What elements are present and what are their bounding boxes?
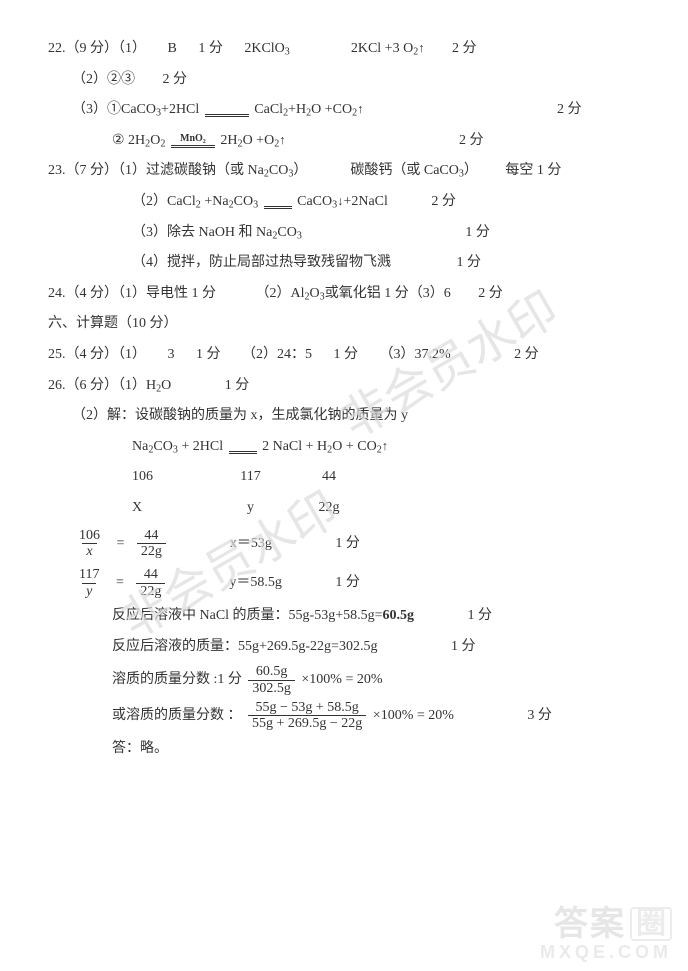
q22-2-score: 2 分 (163, 67, 188, 94)
sol-text: 反应后溶液的质量：55g+269.5g-22g=302.5g (112, 639, 377, 654)
q26-nacl-line: 反应后溶液中 NaCl 的质量：55g-53g+58.5g=60.5g 1 分 (112, 603, 640, 630)
q23-head: 23.（7 分）（1）过滤碳酸钠（或 Na2CO3） (48, 163, 307, 178)
frac1-result: x＝53g (230, 536, 272, 551)
q25-a1: 3 (168, 347, 175, 362)
q23-4-text: （4）搅拌，防止局部过热导致残留物飞溅 (132, 255, 391, 270)
q22-eq1b: 2KCl +3 O2↑ (351, 41, 425, 56)
fraction-icon: 117y (75, 567, 103, 599)
mf-text: 溶质的质量分数 :1 分 (112, 672, 242, 687)
q26-line2: （2）解：设碳酸钠的质量为 x，生成氯化钠的质量为 y (72, 403, 640, 430)
q22-ans1: B (168, 41, 177, 56)
q25-p3: （3）37.2% (380, 347, 451, 362)
q25-s2: 1 分 (334, 347, 359, 362)
q25-s3: 2 分 (514, 342, 539, 369)
nacl-text: 反应后溶液中 NaCl 的质量：55g-53g+58.5g= (112, 608, 383, 623)
q22-3-part1: （3）①CaCO3+2HCl (72, 102, 199, 117)
q25-s1: 1 分 (196, 347, 221, 362)
q22-eq1a: 2KClO3 (244, 41, 290, 56)
mno2-arrow-icon: MnO₂ (171, 134, 215, 148)
q25-head: 25.（4 分）（1） (48, 347, 146, 362)
q23-2-score: 2 分 (431, 189, 456, 216)
q22-4-part1: ② 2H2O2 (112, 133, 165, 148)
site-logo: 答案 圈 MXQE.COM (540, 907, 672, 961)
section-6-title: 六、计算题（10 分） (48, 311, 640, 338)
fraction-icon: 60.5g302.5g (248, 664, 295, 696)
q22-line1: 22.（9 分）（1） B 1 分 2KClO3 2KCl +3 O2↑ 2 分 (48, 36, 640, 63)
nacl-score: 1 分 (468, 603, 493, 630)
num-44: 44 (299, 464, 359, 491)
q23-line2: （2）CaCl2 +Na2CO3 CaCO3↓+2NaCl 2 分 (132, 189, 640, 216)
q22-line4: ② 2H2O2 MnO₂ 2H2O +O2↑ 2 分 (112, 128, 640, 155)
q22-2-text: （2）②③ (72, 72, 135, 87)
q24-score: 2 分 (478, 281, 503, 308)
q26-frac1: 106x = 4422g x＝53g 1 分 (72, 528, 640, 560)
fraction-icon: 106x (75, 528, 104, 560)
q26-row-vars: X y 22g (132, 495, 640, 522)
mf2-suffix: ×100% = 20% (373, 708, 454, 723)
sol-score: 1 分 (451, 634, 476, 661)
q23-line3: （3）除去 NaOH 和 Na2CO3 1 分 (132, 220, 640, 247)
logo-en-text: MXQE.COM (540, 943, 672, 961)
q22-4-score: 2 分 (459, 128, 484, 155)
q22-3-part2: CaCl2+H2O +CO2↑ (254, 102, 363, 117)
logo-zh-box: 圈 (630, 907, 672, 941)
q26-mf2-line: 或溶质的质量分数 ： 55g − 53g + 58.5g55g + 269.5g… (112, 700, 640, 732)
frac2-result: y＝58.5g (229, 575, 282, 590)
q26-equation: Na2CO3 + 2HCl 2 NaCl + H2O + CO2↑ (132, 434, 640, 461)
q22-line3: （3）①CaCO3+2HCl CaCl2+H2O +CO2↑ 2 分 (72, 97, 640, 124)
q22-head: 22.（9 分）（1） (48, 41, 146, 56)
equals-bar-icon (205, 103, 249, 117)
q23-3-score: 1 分 (465, 220, 490, 247)
q23-3-text: （3）除去 NaOH 和 Na2CO3 (132, 225, 302, 240)
q23-4-score: 1 分 (457, 250, 482, 277)
q26-answer: 答：略。 (112, 736, 640, 763)
fraction-icon: 55g − 53g + 58.5g55g + 269.5g − 22g (248, 700, 366, 732)
q26-frac2: 117y = 4422g y＝58.5g 1 分 (72, 567, 640, 599)
q24-head: 24.（4 分）（1）导电性 1 分 (48, 286, 216, 301)
mf-suffix: ×100% = 20% (301, 672, 382, 687)
var-x: X (132, 495, 202, 522)
q26-eq-lhs: Na2CO3 + 2HCl (132, 439, 223, 454)
q23-line1: 23.（7 分）（1）过滤碳酸钠（或 Na2CO3） 碳酸钙（或 CaCO3） … (48, 158, 640, 185)
logo-zh-text: 答案 (554, 907, 626, 941)
q25-line: 25.（4 分）（1） 3 1 分 （2）24：5 1 分 （3）37.2% 2… (48, 342, 640, 369)
q23-2-eq: （2）CaCl2 +Na2CO3 (132, 194, 258, 209)
q23-2-eq2: CaCO3↓+2NaCl (297, 194, 388, 209)
num-117: 117 (206, 464, 296, 491)
q26-s1: 1 分 (225, 373, 250, 400)
q23-score1: 每空 1 分 (505, 158, 561, 185)
equals-sign: = (116, 575, 124, 590)
q22-line2: （2）②③ 2 分 (72, 67, 640, 94)
q26-sol-line: 反应后溶液的质量：55g+269.5g-22g=302.5g 1 分 (112, 634, 640, 661)
q26-line1: 26.（6 分）（1）H2O 1 分 (48, 373, 640, 400)
fraction-icon: 4422g (137, 528, 166, 560)
q22-score2: 2 分 (452, 36, 477, 63)
q25-p2: （2）24：5 (242, 347, 312, 362)
q24-line: 24.（4 分）（1）导电性 1 分 （2）Al2O3或氧化铝 1 分（3）6 … (48, 281, 640, 308)
fraction-icon: 4422g (136, 567, 165, 599)
q23-part2: 碳酸钙（或 CaCO3） (350, 163, 478, 178)
q22-3-score: 2 分 (557, 97, 582, 124)
q22-4-part2: 2H2O +O2↑ (220, 133, 285, 148)
nacl-value: 60.5g (383, 608, 415, 623)
equals-bar-icon (264, 195, 292, 209)
q26-row-nums: 106 117 44 (132, 464, 640, 491)
q24-part2: （2）Al2O3或氧化铝 1 分（3）6 (256, 286, 451, 301)
q26-head: 26.（6 分）（1）H2O (48, 378, 171, 393)
var-22g: 22g (299, 495, 359, 522)
mf2-text: 或溶质的质量分数 ： (112, 708, 242, 723)
q22-score1: 1 分 (198, 41, 223, 56)
q23-line4: （4）搅拌，防止局部过热导致残留物飞溅 1 分 (132, 250, 640, 277)
q26-eq-rhs: 2 NaCl + H2O + CO2↑ (262, 439, 388, 454)
frac2-score: 1 分 (335, 570, 360, 597)
q26-mf-line: 溶质的质量分数 :1 分 60.5g302.5g ×100% = 20% (112, 664, 640, 696)
mf2-score: 3 分 (527, 703, 552, 730)
equals-sign: = (117, 536, 125, 551)
frac1-score: 1 分 (335, 531, 360, 558)
var-y: y (206, 495, 296, 522)
num-106: 106 (132, 464, 202, 491)
equals-bar-icon (229, 440, 257, 454)
